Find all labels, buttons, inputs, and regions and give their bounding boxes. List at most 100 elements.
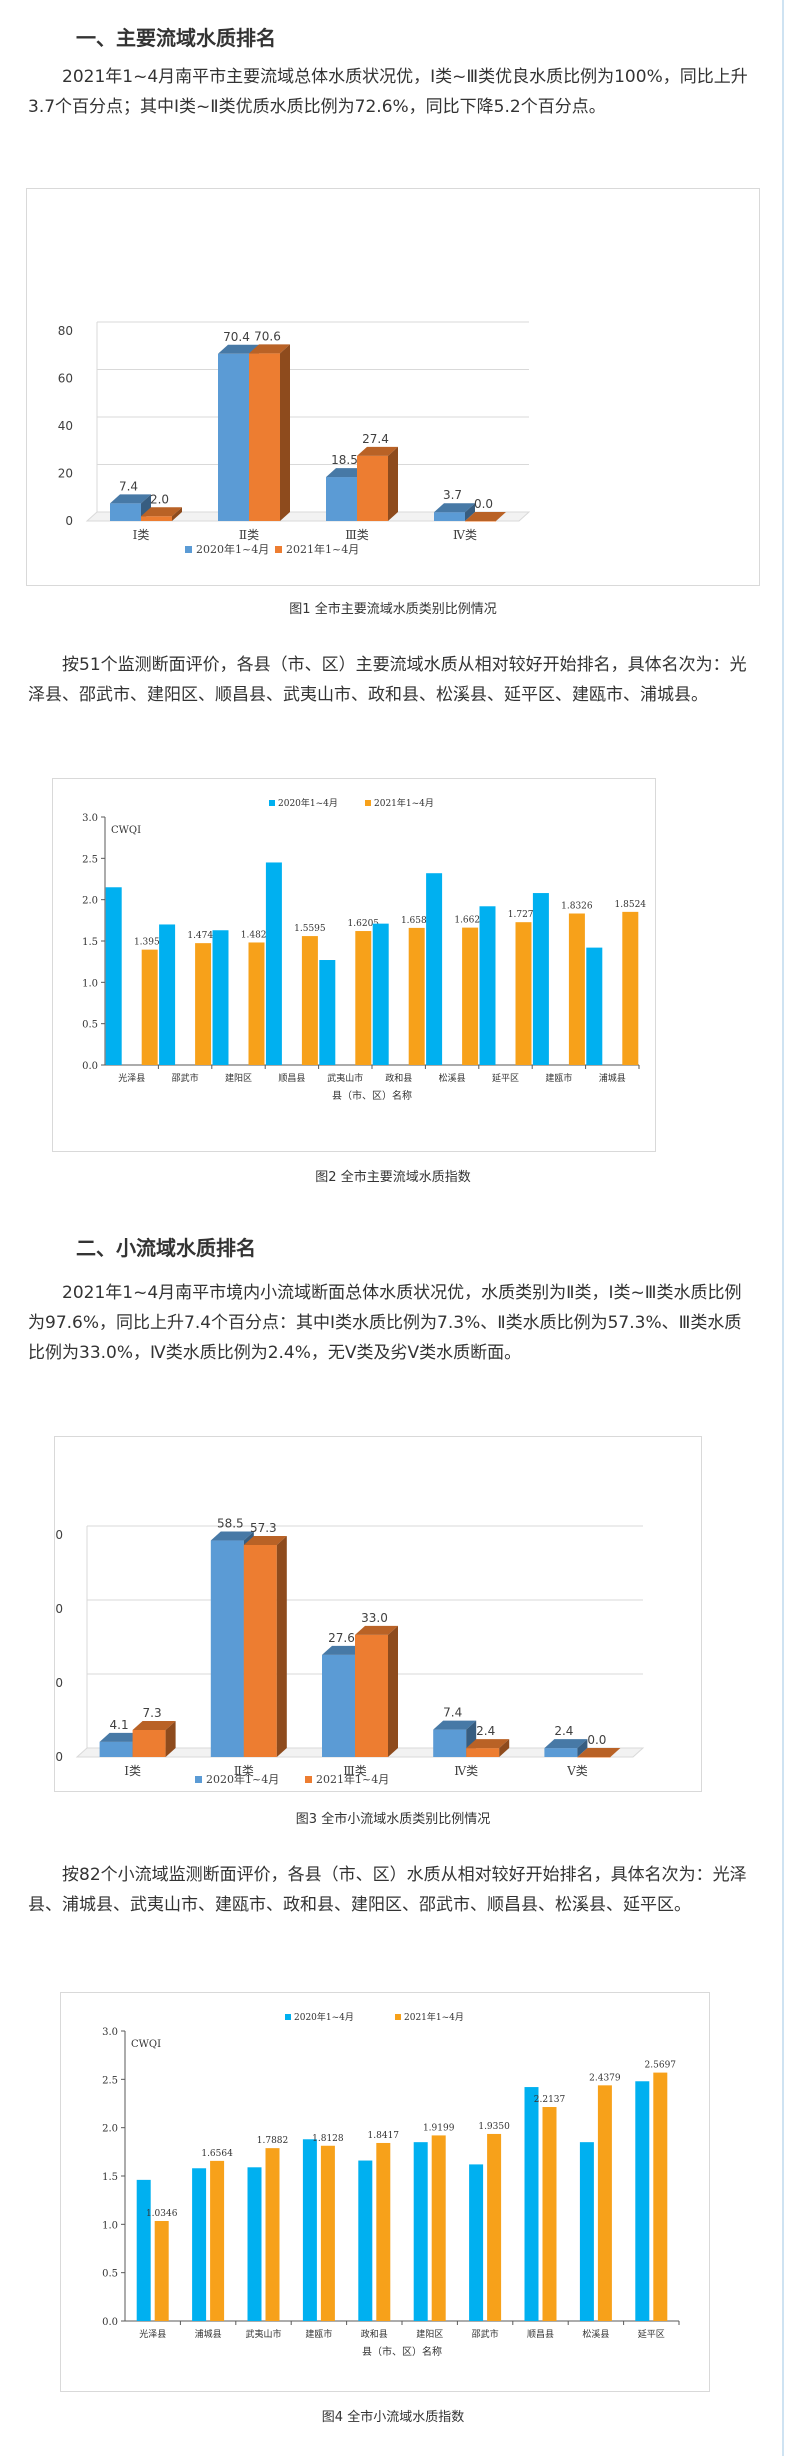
data-label: 0.0 bbox=[474, 497, 493, 511]
y-tick-label: 40 bbox=[55, 1602, 63, 1616]
bar bbox=[434, 512, 465, 521]
data-label: 57.3 bbox=[250, 1521, 277, 1535]
figure-2-caption: 图2 全市主要流域水质指数 bbox=[315, 1170, 471, 1185]
x-tick-label: 邵武市 bbox=[472, 2328, 499, 2340]
data-label: 3.7 bbox=[443, 488, 462, 502]
bar-side-face bbox=[465, 503, 475, 521]
bar-top-face bbox=[544, 1739, 588, 1749]
bar bbox=[302, 2139, 317, 2321]
x-tick-label: Ⅱ类 bbox=[239, 528, 259, 542]
chart-3: 0 20 40 60 4.1 7.3 Ⅰ类 58.5 57.3 Ⅱ类 27.6 33.0 Ⅲ类 7.4 2.… bbox=[55, 1517, 645, 1786]
x-tick-label: Ⅴ类 bbox=[566, 1764, 588, 1778]
bar bbox=[248, 942, 265, 1065]
bar-side-face bbox=[172, 507, 182, 521]
y-tick-label: 0.5 bbox=[82, 1020, 98, 1031]
bar-side-face bbox=[388, 446, 398, 521]
bar bbox=[326, 477, 357, 521]
legend-label: 2021年1~4月 bbox=[316, 1772, 389, 1786]
x-tick-label: 延平区 bbox=[492, 1072, 519, 1084]
y-tick-label: 2.5 bbox=[82, 854, 98, 865]
bar-top-face bbox=[132, 1720, 176, 1730]
bar bbox=[479, 906, 496, 1065]
bar bbox=[154, 2220, 169, 2321]
x-tick-label: Ⅰ类 bbox=[124, 1764, 141, 1778]
bar bbox=[141, 516, 172, 521]
bar bbox=[265, 2148, 280, 2321]
data-label: 7.3 bbox=[143, 1706, 162, 1720]
figure-3-caption: 图3 全市小流域水质类别比例情况 bbox=[295, 1812, 491, 1827]
bar bbox=[408, 927, 425, 1065]
legend-label: 2020年1~4月 bbox=[278, 797, 338, 809]
x-tick-label: 武夷山市 bbox=[327, 1072, 363, 1084]
bar bbox=[586, 947, 603, 1065]
data-label: 18.5 bbox=[331, 453, 358, 467]
bar-top-face bbox=[433, 1720, 477, 1730]
y-tick-label: 20 bbox=[58, 467, 73, 481]
y-tick-label: 2.0 bbox=[82, 896, 98, 907]
x-tick-label: Ⅱ类 bbox=[234, 1764, 254, 1778]
bar bbox=[243, 1544, 277, 1757]
bar-side-face bbox=[499, 1739, 510, 1757]
bar-top-face bbox=[322, 1645, 365, 1655]
x-tick-label: Ⅰ类 bbox=[133, 528, 150, 542]
x-tick-label: 松溪县 bbox=[582, 2328, 609, 2340]
bar bbox=[301, 936, 318, 1065]
bar bbox=[357, 455, 388, 521]
bar bbox=[319, 960, 336, 1065]
bar bbox=[141, 949, 158, 1065]
y-tick-label: 80 bbox=[58, 324, 73, 338]
data-label: 4.1 bbox=[110, 1718, 129, 1732]
y-tick-label: 1.5 bbox=[82, 937, 98, 948]
x-tick-label: 邵武市 bbox=[172, 1072, 199, 1084]
y-tick-label: 20 bbox=[55, 1676, 63, 1690]
x-tick-label: 顺昌县 bbox=[278, 1073, 305, 1084]
bar bbox=[597, 2085, 612, 2321]
figure-1-caption: 图1 全市主要流域水质类别比例情况 bbox=[289, 602, 497, 617]
bar bbox=[355, 1634, 388, 1757]
x-tick-label: 松溪县 bbox=[439, 1072, 466, 1084]
data-label: 2.5697 bbox=[645, 2061, 677, 2071]
bar bbox=[376, 2142, 391, 2321]
bar-side-face bbox=[577, 1739, 588, 1757]
legend-swatch bbox=[305, 1776, 312, 1783]
legend-swatch bbox=[185, 546, 192, 553]
data-label: 70.6 bbox=[254, 329, 281, 343]
bar bbox=[110, 503, 141, 521]
data-label: 1.5595 bbox=[294, 924, 326, 934]
section-1-paragraph-2: 按51个监测断面评价，各县（市、区）主要流域水质从相对较好开始排名，具体名次为：… bbox=[28, 655, 747, 705]
y-tick-label: 0.5 bbox=[102, 2269, 118, 2280]
legend-label: 2020年1~4月 bbox=[206, 1772, 279, 1786]
bar bbox=[544, 1748, 578, 1757]
data-label: 1.8128 bbox=[312, 2134, 344, 2144]
x-tick-label: 延平区 bbox=[638, 2328, 665, 2340]
bar bbox=[487, 2133, 502, 2321]
x-tick-label: 建瓯市 bbox=[305, 2328, 332, 2340]
x-tick-label: 浦城县 bbox=[599, 1072, 626, 1084]
x-tick-label: 浦城县 bbox=[195, 2328, 222, 2340]
bar bbox=[210, 2160, 225, 2321]
bar-top-face bbox=[141, 507, 182, 517]
bar-top-face bbox=[466, 1739, 510, 1749]
bar bbox=[210, 1540, 244, 1757]
bar bbox=[469, 2164, 484, 2321]
bar bbox=[372, 923, 389, 1065]
section-2-paragraph-1: 2021年1~4月南平市境内小流域断面总体水质状况优，水质类别为Ⅱ类，Ⅰ类~Ⅲ类… bbox=[28, 1283, 742, 1363]
legend-swatch bbox=[275, 546, 282, 553]
y-axis-label: CWQI bbox=[131, 2039, 161, 2050]
y-tick-label: 0.0 bbox=[102, 2317, 118, 2328]
bar bbox=[105, 887, 122, 1065]
legend-label: 2020年1~4月 bbox=[196, 542, 269, 556]
y-tick-label: 2.5 bbox=[102, 2075, 118, 2086]
legend-swatch bbox=[365, 800, 371, 806]
data-label: 27.4 bbox=[362, 432, 389, 446]
bar bbox=[431, 2135, 446, 2321]
x-tick-label: 建瓯市 bbox=[545, 1072, 572, 1084]
x-tick-label: 建阳区 bbox=[416, 2328, 443, 2340]
x-tick-label: 政和县 bbox=[385, 1072, 412, 1084]
data-label: 7.4 bbox=[443, 1706, 462, 1720]
bar bbox=[466, 1748, 500, 1757]
x-axis-label: 县（市、区）名称 bbox=[362, 2345, 442, 2358]
chart-4-container: 0.0 0.5 1.0 1.5 2.0 2.5 3.0 CWQI 1.0346 光泽县 1.6564… bbox=[60, 1992, 710, 2392]
x-tick-label: Ⅳ类 bbox=[453, 528, 477, 542]
